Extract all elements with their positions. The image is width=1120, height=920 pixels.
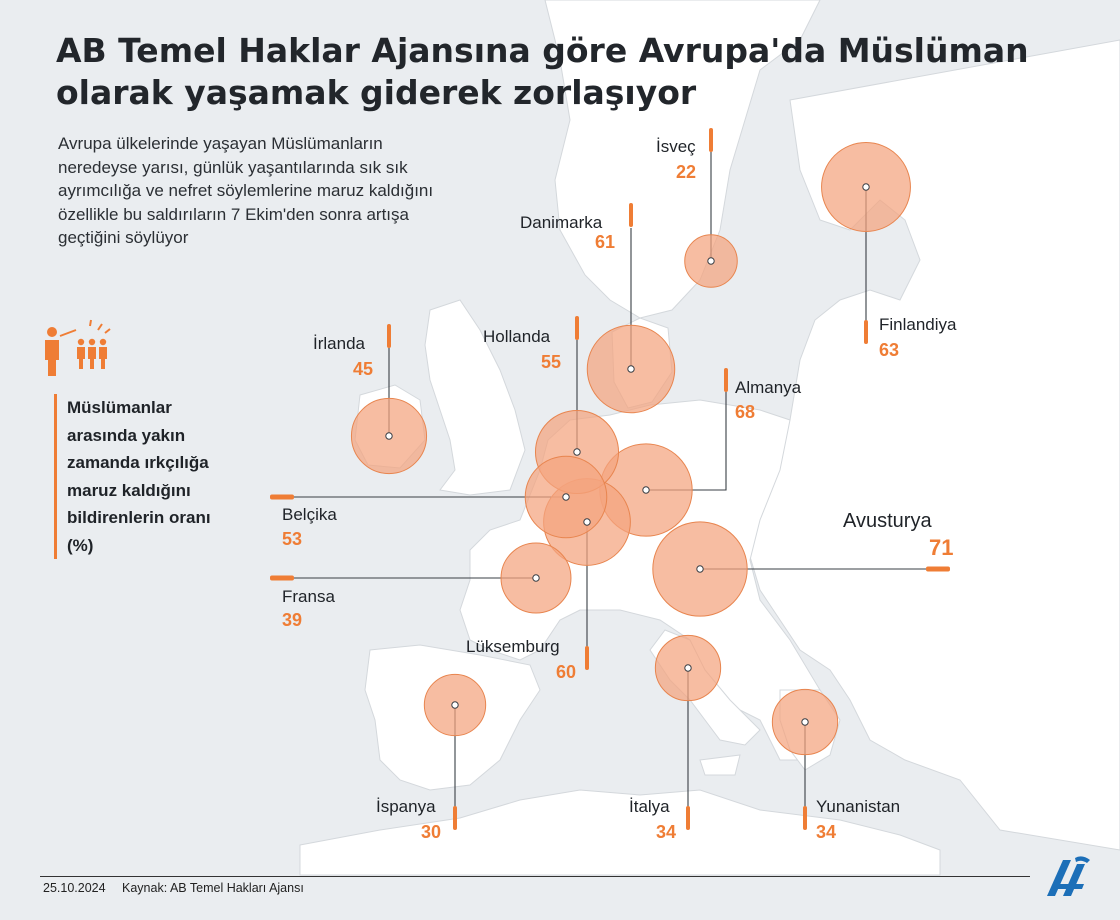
value-tick-almanya [724,368,728,392]
country-value-belcika: 53 [282,529,302,549]
footer-source: Kaynak: AB Temel Hakları Ajansı [122,881,304,895]
bubble-center-ispanya [451,701,459,709]
footer-date: 25.10.2024 [43,881,106,895]
bubble-center-italya [684,664,692,672]
country-name-almanya: Almanya [735,378,802,397]
bubble-center-irlanda [385,432,393,440]
footer-divider [40,876,1030,877]
people-group-icon [45,319,111,376]
country-value-finlandiya: 63 [879,340,899,360]
country-name-belcika: Belçika [282,505,337,524]
value-tick-luksemburg [585,646,589,670]
country-name-avusturya: Avusturya [843,510,932,532]
page-title: AB Temel Haklar Ajansına göre Avrupa'da … [56,31,1029,112]
country-value-italya: 34 [656,822,676,842]
value-tick-irlanda [387,324,391,348]
value-tick-fransa [270,575,294,581]
bubble-center-avusturya [696,565,704,573]
country-value-avusturya: 71 [929,535,953,560]
anadolu-agency-logo [1047,856,1090,896]
legend-label: Müslümanlar arasında yakın zamanda ırkçı… [54,394,217,559]
value-tick-yunanistan [803,806,807,830]
subtitle: Avrupa ülkelerinde yaşayan Müslümanların… [58,134,434,247]
country-value-yunanistan: 34 [816,822,836,842]
country-name-yunanistan: Yunanistan [816,797,900,816]
country-name-irlanda: İrlanda [313,334,366,353]
country-value-hollanda: 55 [541,352,561,372]
country-value-almanya: 68 [735,402,755,422]
country-value-fransa: 39 [282,610,302,630]
bubble-center-luksemburg [583,518,591,526]
country-name-luksemburg: Lüksemburg [466,637,560,656]
country-name-ispanya: İspanya [376,797,436,816]
value-tick-belcika [270,494,294,500]
scandinavia-land [544,0,821,319]
bubble-center-isvec [707,257,715,265]
value-tick-finlandiya [864,320,868,344]
value-tick-danimarka [629,203,633,227]
bubble-center-danimarka [627,365,635,373]
north-africa-land [299,789,941,876]
great-britain-land [424,299,526,496]
value-tick-italya [686,806,690,830]
bubble-center-almanya [642,486,650,494]
bubble-center-belcika [562,493,570,501]
value-ticks [270,128,950,830]
country-value-isvec: 22 [676,162,696,182]
value-tick-ispanya [453,806,457,830]
country-value-ispanya: 30 [421,822,441,842]
bubble-center-yunanistan [801,718,809,726]
country-name-danimarka: Danimarka [520,213,603,232]
value-tick-hollanda [575,316,579,340]
country-name-hollanda: Hollanda [483,327,551,346]
country-value-irlanda: 45 [353,359,373,379]
bubble-center-finlandiya [862,183,870,191]
country-value-luksemburg: 60 [556,662,576,682]
bubble-center-fransa [532,574,540,582]
value-tick-avusturya [926,566,950,572]
value-tick-isvec [709,128,713,152]
country-name-isvec: İsveç [656,137,696,156]
bubble-center-hollanda [573,448,581,456]
country-name-finlandiya: Finlandiya [879,315,957,334]
sicily-land [699,754,741,776]
country-name-italya: İtalya [629,797,670,816]
country-name-fransa: Fransa [282,587,335,606]
country-value-danimarka: 61 [595,232,615,252]
